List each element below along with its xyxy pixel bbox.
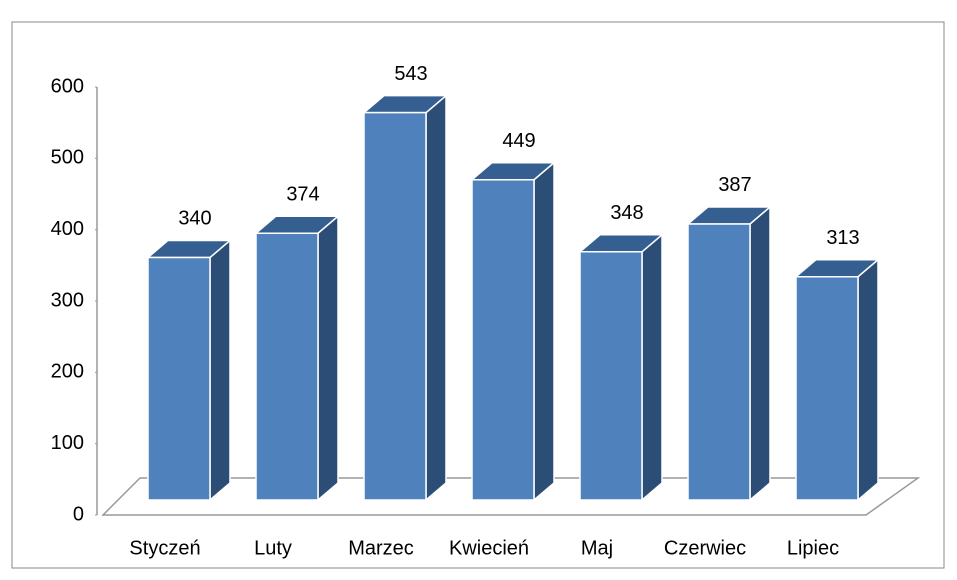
bar-side (209, 238, 231, 502)
bar-side (857, 258, 879, 502)
bar-front (579, 251, 643, 501)
bar-front (147, 256, 211, 501)
bar-front (795, 275, 859, 501)
bar (469, 161, 557, 502)
x-tick-label: Maj (581, 537, 613, 559)
x-tick-label: Marzec (348, 537, 414, 559)
data-label: 449 (502, 130, 535, 152)
bar-front (255, 232, 319, 501)
bar-side (425, 94, 447, 502)
data-label: 374 (286, 183, 319, 205)
x-tick-label: Czerwiec (664, 537, 746, 559)
bar-front (687, 223, 751, 501)
y-tick-label: 600 (51, 75, 84, 97)
data-label: 348 (610, 202, 643, 224)
bar-front (471, 178, 535, 501)
bar (253, 214, 341, 502)
bar-side (641, 233, 663, 502)
data-label: 313 (826, 227, 859, 249)
y-tick-label: 500 (51, 147, 84, 169)
bar (361, 94, 449, 502)
data-label: 387 (718, 174, 751, 196)
x-tick-label: Styczeń (129, 537, 200, 559)
y-tick-label: 300 (51, 289, 84, 311)
data-label: 340 (178, 208, 211, 230)
bar-front (363, 111, 427, 501)
x-tick-label: Kwiecień (449, 537, 529, 559)
bar-side (749, 205, 771, 502)
y-tick-label: 200 (51, 361, 84, 383)
bar (577, 233, 665, 502)
y-tick-label: 100 (51, 432, 84, 454)
bar-side (533, 161, 555, 502)
bar-side (317, 214, 339, 502)
x-tick-label: Lipiec (787, 537, 839, 559)
y-tick-label: 400 (51, 218, 84, 240)
y-tick-label: 0 (73, 503, 84, 525)
x-tick-label: Luty (254, 537, 292, 559)
bar (685, 205, 773, 502)
bar (145, 238, 233, 502)
data-label: 543 (394, 63, 427, 85)
bar (793, 258, 881, 502)
